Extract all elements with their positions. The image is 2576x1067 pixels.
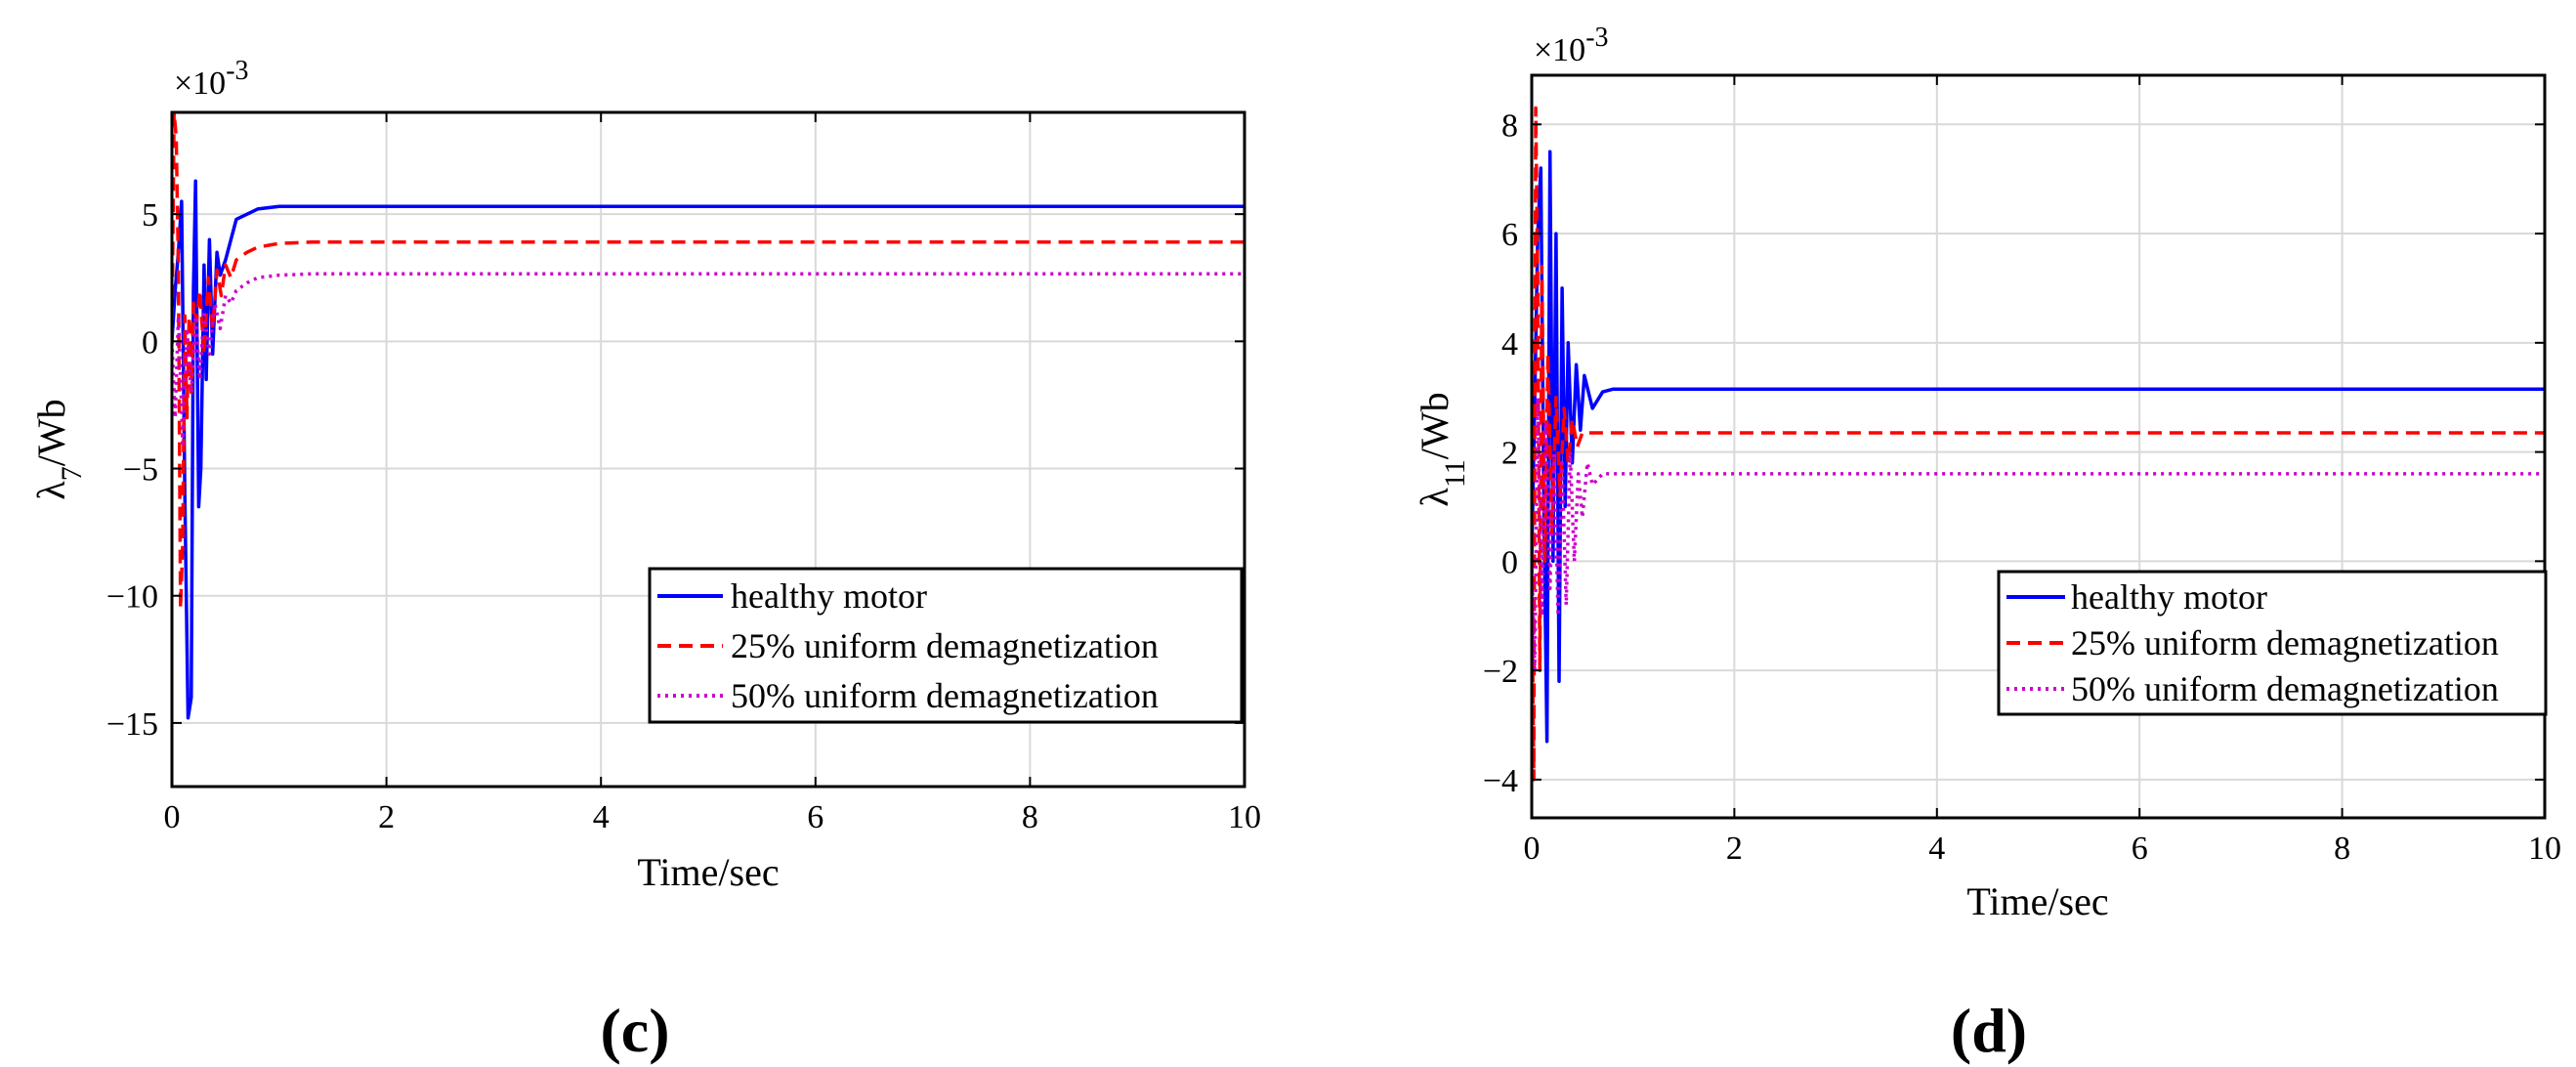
xtick-label-c: 8 bbox=[1022, 799, 1038, 835]
axes-box-c bbox=[170, 110, 1246, 789]
ytick-label-d: 4 bbox=[1501, 326, 1518, 363]
legend-box-c bbox=[648, 567, 1244, 724]
legend-label-25-d: 25% uniform demagnetization bbox=[2071, 623, 2499, 662]
tick-marks-d bbox=[1531, 75, 2546, 818]
series-line-healthy-c bbox=[172, 179, 1245, 720]
xtick-labels-d: 0 2 4 6 8 10 bbox=[1524, 831, 2562, 867]
ytick-label-d: 2 bbox=[1501, 436, 1518, 472]
legend-c: healthy motor 25% uniform demagnetizatio… bbox=[648, 567, 1244, 724]
chart-panel-c: 0 2 4 6 8 10 −15−10−505 Time/sec λ7/Wb ×10-3 … bbox=[29, 56, 1261, 1066]
xtick-label-d: 10 bbox=[2528, 831, 2561, 867]
xtick-label-d: 2 bbox=[1726, 831, 1743, 867]
panel-label-c: (c) bbox=[600, 996, 669, 1065]
xtick-label-d: 6 bbox=[2132, 831, 2148, 867]
x-axis-label-d: Time/sec bbox=[1966, 879, 2108, 923]
xtick-label-c: 10 bbox=[1228, 799, 1261, 835]
legend-label-50-c: 50% uniform demagnetization bbox=[731, 676, 1159, 715]
y-axis-label-d: λ11/Wb bbox=[1413, 392, 1471, 506]
panel-label-d: (d) bbox=[1951, 996, 2027, 1065]
xtick-label-d: 4 bbox=[1928, 831, 1945, 867]
y-axis-label-c: λ7/Wb bbox=[29, 399, 88, 499]
xtick-label-c: 6 bbox=[807, 799, 823, 835]
xtick-label-c: 4 bbox=[593, 799, 610, 835]
legend-label-healthy-d: healthy motor bbox=[2071, 577, 2267, 617]
ytick-label-d: −4 bbox=[1483, 763, 1518, 799]
grid-c bbox=[171, 112, 1246, 787]
legend-box-d bbox=[1997, 570, 2548, 716]
ytick-label-c: −15 bbox=[106, 706, 158, 743]
ytick-label-c: 0 bbox=[142, 324, 158, 361]
axes-box-d bbox=[1530, 73, 2547, 820]
ytick-label-d: 8 bbox=[1501, 107, 1518, 144]
xtick-label-c: 0 bbox=[164, 799, 181, 835]
xtick-labels-c: 0 2 4 6 8 10 bbox=[164, 799, 1262, 835]
series-line-50pct-d bbox=[1532, 395, 2545, 672]
xtick-label-d: 8 bbox=[2334, 831, 2350, 867]
series-group-d bbox=[1532, 106, 2545, 782]
legend-label-healthy-c: healthy motor bbox=[731, 576, 927, 616]
xtick-label-c: 2 bbox=[378, 799, 395, 835]
legend-d: healthy motor 25% uniform demagnetizatio… bbox=[1997, 570, 2548, 716]
ytick-label-c: −10 bbox=[106, 579, 158, 616]
ytick-label-d: 6 bbox=[1501, 217, 1518, 253]
y-exponent-d: ×10-3 bbox=[1534, 22, 1609, 69]
ytick-label-d: 0 bbox=[1501, 544, 1518, 580]
ytick-label-c: 5 bbox=[142, 197, 158, 234]
series-group-c bbox=[172, 112, 1245, 720]
legend-label-50-d: 50% uniform demagnetization bbox=[2071, 669, 2499, 708]
series-line-25pct-c bbox=[172, 112, 1245, 611]
ytick-labels-d: −4 −2 0 2 4 6 8 bbox=[1483, 107, 1518, 799]
ytick-labels-c: −15 −10 −5 0 5 bbox=[106, 197, 158, 743]
legend-label-25-c: 25% uniform demagnetization bbox=[731, 626, 1159, 665]
xtick-label-d: 0 bbox=[1524, 831, 1541, 867]
x-axis-label-c: Time/sec bbox=[637, 850, 779, 894]
y-exponent-c: ×10-3 bbox=[174, 56, 249, 103]
ytick-label-c: −5 bbox=[123, 452, 158, 489]
ytick-label-d: −2 bbox=[1483, 654, 1518, 690]
